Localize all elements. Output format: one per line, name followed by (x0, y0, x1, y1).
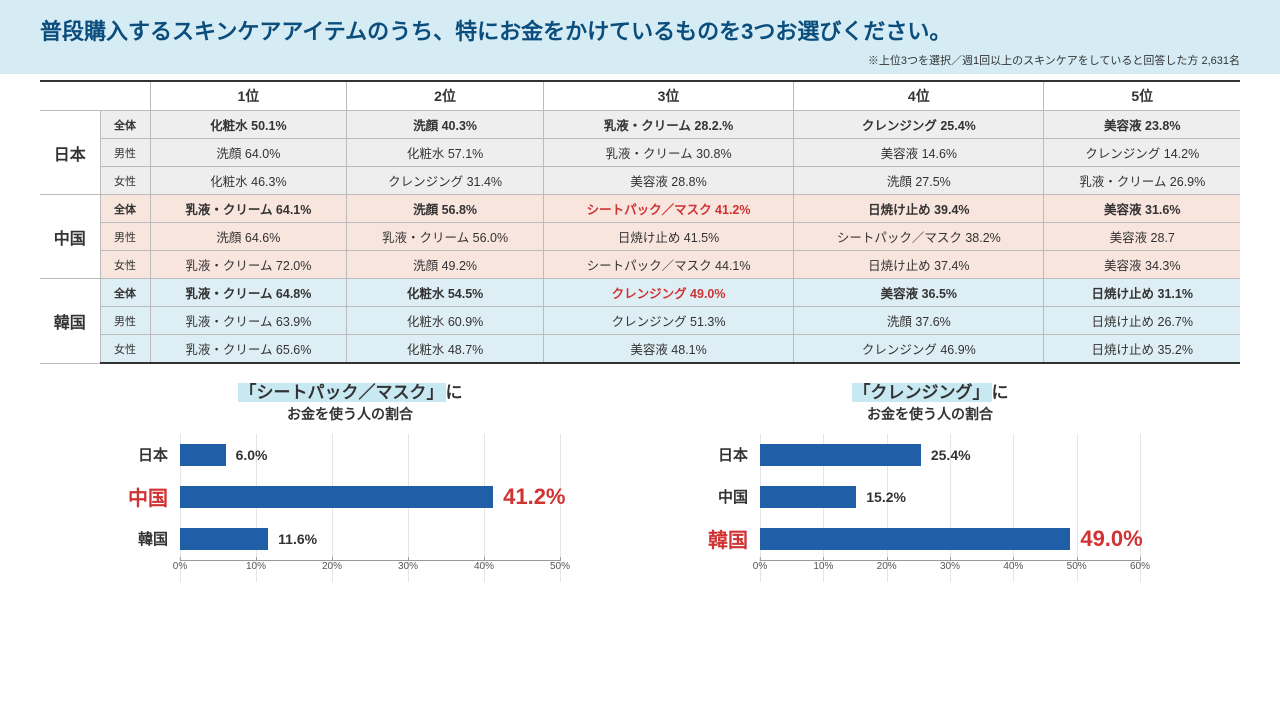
bar-label: 韓国 (670, 524, 760, 553)
rank-cell: 洗顔 37.6% (794, 307, 1044, 335)
charts-row: 「シートパック／マスク」にお金を使う人の割合日本 6.0% 中国 41.2% 韓国 11.… (0, 382, 1280, 582)
rank-cell: クレンジング 14.2% (1044, 139, 1240, 167)
segment-cell: 男性 (100, 223, 150, 251)
page-title: 普段購入するスキンケアアイテムのうち、特にお金をかけているものを3つお選びくださ… (40, 14, 1240, 46)
bar-fill (180, 486, 493, 508)
header-band: 普段購入するスキンケアアイテムのうち、特にお金をかけているものを3つお選びくださ… (0, 0, 1280, 74)
rank-cell: 美容液 48.1% (543, 335, 793, 364)
rank-header: 4位 (794, 81, 1044, 111)
rank-cell: 美容液 14.6% (794, 139, 1044, 167)
country-cell: 韓国 (40, 279, 100, 364)
rank-cell: 乳液・クリーム 28.2.% (543, 111, 793, 139)
bar-label: 韓国 (90, 528, 180, 549)
bar-label: 中国 (670, 486, 760, 507)
bar-row: 日本 25.4% (670, 434, 1190, 476)
segment-cell: 男性 (100, 307, 150, 335)
rank-cell: 洗顔 27.5% (794, 167, 1044, 195)
country-cell: 中国 (40, 195, 100, 279)
rank-cell: 化粧水 46.3% (150, 167, 347, 195)
bar-row: 中国 41.2% (90, 476, 610, 518)
rank-cell: シートパック／マスク 41.2% (543, 195, 793, 223)
rank-cell: 美容液 34.3% (1044, 251, 1240, 279)
bar-row: 日本 6.0% (90, 434, 610, 476)
rank-cell: 乳液・クリーム 30.8% (543, 139, 793, 167)
bar-row: 中国 15.2% (670, 476, 1190, 518)
rank-cell: 美容液 28.8% (543, 167, 793, 195)
segment-cell: 全体 (100, 279, 150, 307)
bar-label: 中国 (90, 482, 180, 511)
rank-cell: 美容液 23.8% (1044, 111, 1240, 139)
rank-cell: 乳液・クリーム 64.1% (150, 195, 347, 223)
rank-header: 2位 (347, 81, 544, 111)
bar-label: 日本 (90, 444, 180, 465)
segment-cell: 女性 (100, 251, 150, 279)
rank-cell: 日焼け止め 41.5% (543, 223, 793, 251)
ranking-table: 1位2位3位4位5位 日本全体化粧水 50.1%洗顔 40.3%乳液・クリーム … (40, 80, 1240, 364)
bar-value: 41.2% (503, 484, 565, 510)
bar-fill (760, 486, 856, 508)
rank-cell: クレンジング 31.4% (347, 167, 544, 195)
rank-cell: 乳液・クリーム 26.9% (1044, 167, 1240, 195)
segment-cell: 全体 (100, 195, 150, 223)
page-subnote: ※上位3つを選択／週1回以上のスキンケアをしていると回答した方 2,631名 (40, 52, 1240, 68)
rank-cell: 洗顔 49.2% (347, 251, 544, 279)
rank-cell: 乳液・クリーム 64.8% (150, 279, 347, 307)
rank-cell: 乳液・クリーム 56.0% (347, 223, 544, 251)
bar-fill (180, 528, 268, 550)
bar-label: 日本 (670, 444, 760, 465)
rank-cell: 乳液・クリーム 65.6% (150, 335, 347, 364)
rank-cell: 美容液 28.7 (1044, 223, 1240, 251)
chart-title: 「クレンジング」にお金を使う人の割合 (670, 382, 1190, 424)
rank-cell: 化粧水 57.1% (347, 139, 544, 167)
rank-cell: シートパック／マスク 38.2% (794, 223, 1044, 251)
country-cell: 日本 (40, 111, 100, 195)
chart-block: 「クレンジング」にお金を使う人の割合日本25.4%中国15.2%韓国49.0%0… (670, 382, 1190, 582)
bar-row: 韓国 11.6% (90, 518, 610, 560)
bar-value: 11.6% (278, 531, 317, 547)
rank-cell: クレンジング 25.4% (794, 111, 1044, 139)
bar-fill (760, 528, 1070, 550)
rank-cell: クレンジング 49.0% (543, 279, 793, 307)
segment-cell: 女性 (100, 167, 150, 195)
rank-cell: 化粧水 54.5% (347, 279, 544, 307)
bar-value: 49.0% (1080, 526, 1142, 552)
rank-header: 1位 (150, 81, 347, 111)
rank-cell: 日焼け止め 35.2% (1044, 335, 1240, 364)
rank-cell: 美容液 31.6% (1044, 195, 1240, 223)
rank-cell: 洗顔 64.6% (150, 223, 347, 251)
rank-cell: 洗顔 64.0% (150, 139, 347, 167)
segment-cell: 女性 (100, 335, 150, 364)
rank-cell: 日焼け止め 37.4% (794, 251, 1044, 279)
chart-title: 「シートパック／マスク」にお金を使う人の割合 (90, 382, 610, 424)
bar-value: 6.0% (236, 447, 268, 463)
rank-cell: 美容液 36.5% (794, 279, 1044, 307)
rank-cell: 日焼け止め 26.7% (1044, 307, 1240, 335)
rank-header: 5位 (1044, 81, 1240, 111)
rank-cell: シートパック／マスク 44.1% (543, 251, 793, 279)
chart-block: 「シートパック／マスク」にお金を使う人の割合日本 6.0% 中国 41.2% 韓国 11.… (90, 382, 610, 582)
rank-cell: 洗顔 56.8% (347, 195, 544, 223)
rank-cell: 日焼け止め 31.1% (1044, 279, 1240, 307)
rank-cell: 化粧水 60.9% (347, 307, 544, 335)
rank-header: 3位 (543, 81, 793, 111)
bar-fill (180, 444, 226, 466)
rank-cell: 化粧水 48.7% (347, 335, 544, 364)
rank-cell: 乳液・クリーム 72.0% (150, 251, 347, 279)
segment-cell: 全体 (100, 111, 150, 139)
rank-cell: 日焼け止め 39.4% (794, 195, 1044, 223)
bar-row: 韓国 49.0% (670, 518, 1190, 560)
bar-value: 25.4% (931, 447, 971, 463)
rank-cell: 洗顔 40.3% (347, 111, 544, 139)
rank-cell: クレンジング 51.3% (543, 307, 793, 335)
bar-value: 15.2% (866, 489, 906, 505)
rank-cell: クレンジング 46.9% (794, 335, 1044, 364)
segment-cell: 男性 (100, 139, 150, 167)
rank-cell: 化粧水 50.1% (150, 111, 347, 139)
rank-cell: 乳液・クリーム 63.9% (150, 307, 347, 335)
bar-fill (760, 444, 921, 466)
